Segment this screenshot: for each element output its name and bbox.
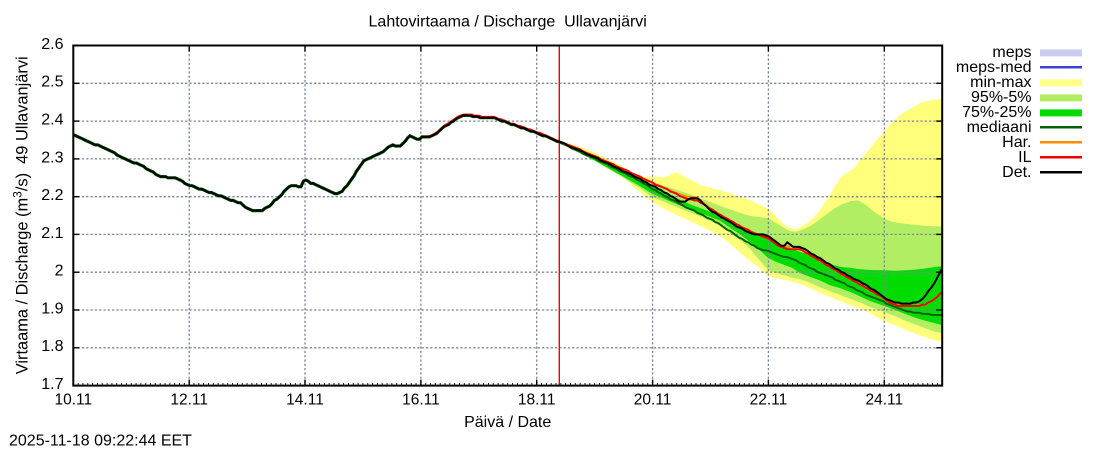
svg-text:Päivä / Date: Päivä / Date xyxy=(464,414,551,431)
svg-text:24.11: 24.11 xyxy=(865,392,903,409)
svg-text:Virtaama / Discharge (m3/s) 4: Virtaama / Discharge (m3/s) 49 Ullavanjä… xyxy=(11,56,32,374)
svg-text:2.1: 2.1 xyxy=(41,225,63,242)
svg-text:2.3: 2.3 xyxy=(41,149,63,166)
svg-text:1.7: 1.7 xyxy=(41,376,63,393)
svg-text:Det.: Det. xyxy=(1002,164,1031,181)
svg-text:Lahtovirtaama / Discharge Ull: Lahtovirtaama / Discharge Ullavanjärvi xyxy=(369,14,647,31)
svg-text:2.6: 2.6 xyxy=(41,36,63,53)
svg-text:12.11: 12.11 xyxy=(170,392,208,409)
svg-text:2.4: 2.4 xyxy=(41,112,63,129)
svg-text:2.5: 2.5 xyxy=(41,74,63,91)
svg-text:mediaani: mediaani xyxy=(967,119,1032,136)
svg-text:75%-25%: 75%-25% xyxy=(962,104,1031,121)
svg-text:2.2: 2.2 xyxy=(41,187,63,204)
svg-text:1.8: 1.8 xyxy=(41,338,63,355)
svg-text:min-max: min-max xyxy=(970,74,1031,91)
svg-text:10.11: 10.11 xyxy=(54,392,92,409)
svg-text:14.11: 14.11 xyxy=(286,392,324,409)
svg-text:Har.: Har. xyxy=(1002,134,1031,151)
svg-text:2: 2 xyxy=(55,263,64,280)
svg-text:IL: IL xyxy=(1018,149,1031,166)
svg-text:meps: meps xyxy=(992,44,1031,61)
svg-text:2025-11-18 09:22:44 EET: 2025-11-18 09:22:44 EET xyxy=(9,432,192,449)
svg-text:95%-5%: 95%-5% xyxy=(971,89,1031,106)
svg-text:20.11: 20.11 xyxy=(634,392,672,409)
svg-text:meps-med: meps-med xyxy=(956,59,1032,76)
svg-text:18.11: 18.11 xyxy=(518,392,556,409)
svg-text:1.9: 1.9 xyxy=(41,300,63,317)
svg-text:16.11: 16.11 xyxy=(402,392,440,409)
svg-text:22.11: 22.11 xyxy=(750,392,788,409)
